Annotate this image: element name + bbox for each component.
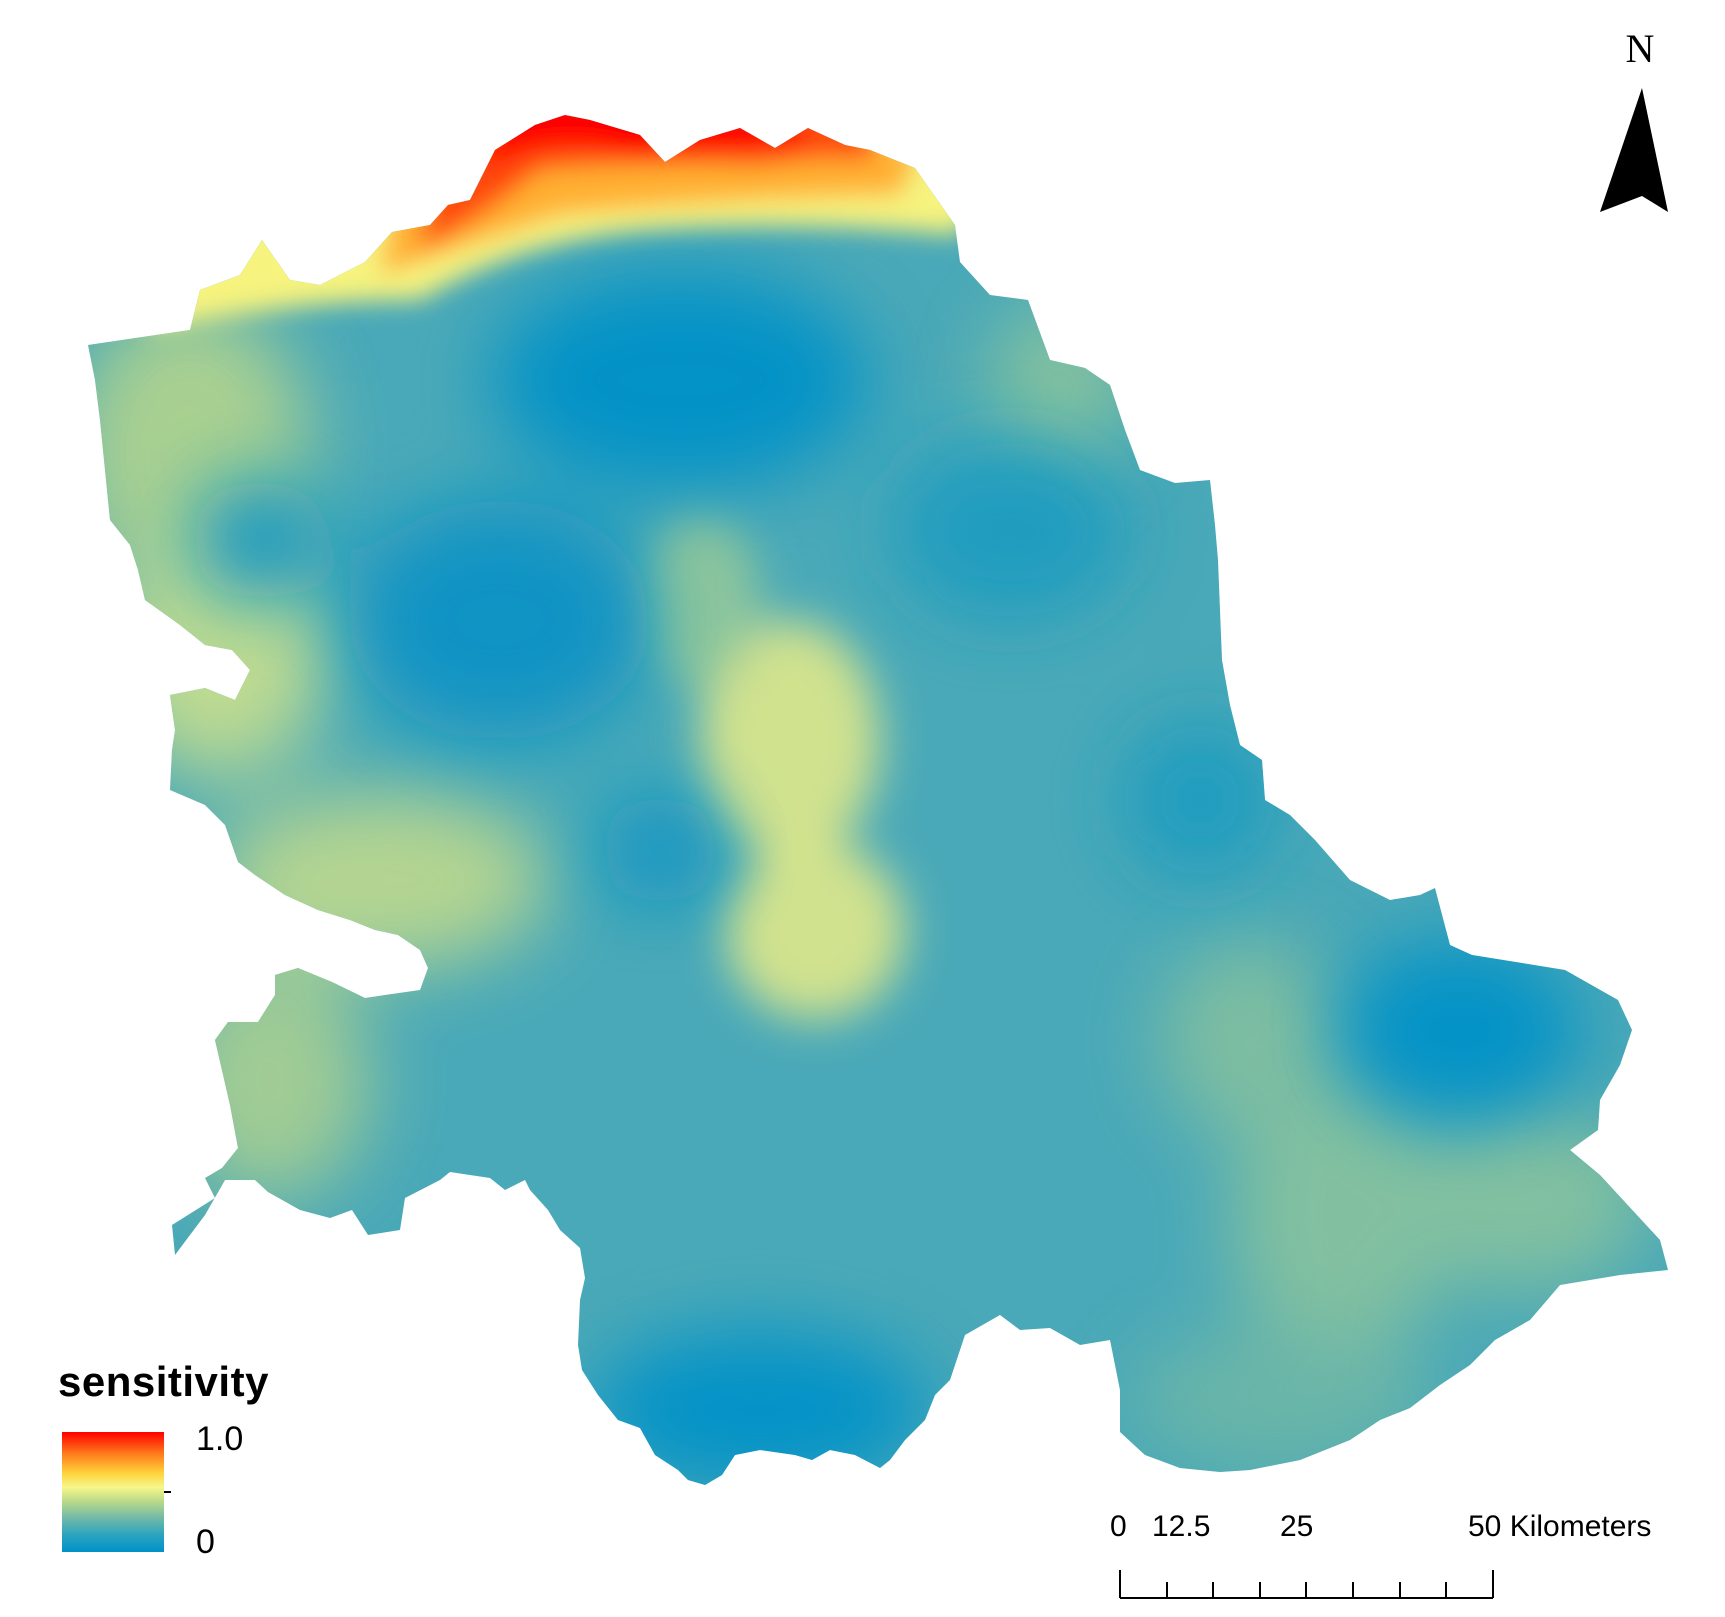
east-upper-low-zone (1120, 720, 1280, 880)
legend-title: sensitivity (58, 1358, 269, 1405)
legend-max-label: 1.0 (196, 1420, 244, 1458)
central-hotspot-south (725, 840, 905, 1020)
south-east-lower-zone (1130, 1330, 1430, 1470)
southwest-zone (210, 790, 550, 970)
central-mid-zone (640, 510, 760, 690)
east-mid-zone (1160, 940, 1340, 1140)
southeast-inner-zone (1230, 1080, 1450, 1360)
legend-color-ramp (62, 1432, 164, 1552)
south-low-zone (590, 1330, 930, 1485)
southwest-lobe-zone (170, 960, 370, 1200)
scale-label-0: 0 (1110, 1510, 1127, 1543)
west-low-zone (190, 480, 330, 600)
scale-label-25: 25 (1280, 1510, 1314, 1543)
scale-label-12-5: 12.5 (1152, 1510, 1211, 1543)
legend-mid-tick (164, 1491, 171, 1493)
central-hotspot-north (700, 620, 880, 860)
north-low-zone (490, 270, 870, 490)
north-arrow: N (1600, 26, 1668, 212)
east-low-zone (1340, 940, 1580, 1120)
central-low-zone (600, 795, 720, 905)
scale-bar (1119, 1570, 1494, 1599)
scale-label-50-kilometers: 50 Kilometers (1468, 1510, 1652, 1543)
north-label: N (1626, 26, 1655, 71)
northeast-low-zone (890, 440, 1130, 620)
north-arrow-icon (1600, 88, 1668, 212)
legend-min-label: 0 (196, 1523, 215, 1561)
northwest-low-zone (350, 500, 650, 740)
